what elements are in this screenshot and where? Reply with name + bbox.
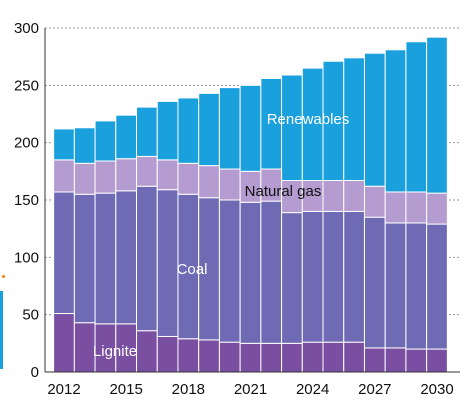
bar-lignite-2026 — [343, 341, 365, 373]
y-tick-label-0: 0 — [31, 364, 39, 381]
bar-renewables-2018 — [177, 97, 200, 164]
bar-lignite-2030 — [426, 348, 448, 373]
x-tick-label-2027: 2027 — [358, 381, 391, 398]
bar-natural-gas-2012 — [53, 159, 75, 193]
bar-renewables-2028 — [384, 49, 407, 193]
x-tick-label-2030: 2030 — [420, 381, 453, 398]
bar-coal-2027 — [363, 216, 386, 349]
bar-lignite-2016 — [136, 330, 158, 373]
bar-coal-2024 — [301, 210, 324, 343]
bar-natural-gas-2026 — [343, 180, 365, 212]
bar-coal-2014 — [94, 192, 117, 325]
bar-natural-gas-2028 — [384, 191, 407, 224]
bar-coal-2020 — [218, 199, 241, 343]
bar-coal-2013 — [73, 193, 96, 324]
bar-renewables-2015 — [115, 114, 138, 160]
x-tick-label-2012: 2012 — [47, 381, 80, 398]
bar-renewables-2017 — [156, 100, 179, 161]
bar-renewables-2012 — [53, 128, 75, 161]
bar-natural-gas-2019 — [198, 165, 220, 199]
y-tick-label-200: 200 — [14, 135, 39, 152]
series-label-renewables: Renewables — [267, 111, 350, 128]
bar-coal-2015 — [115, 190, 138, 325]
bar-natural-gas-2020 — [218, 168, 241, 201]
x-tick-label-2024: 2024 — [296, 381, 329, 398]
bars — [53, 36, 448, 373]
bar-lignite-2021 — [239, 342, 262, 373]
bar-coal-2029 — [405, 222, 428, 350]
x-tick-label-2018: 2018 — [172, 381, 205, 398]
bar-natural-gas-2025 — [322, 180, 345, 212]
bar-coal-2016 — [136, 185, 158, 332]
bar-coal-2017 — [156, 189, 179, 337]
axis-ticks: 0 50 100 150 200 250 300 2012 2015 2018 2021 2024 20… — [14, 20, 454, 398]
bar-lignite-2024 — [301, 341, 324, 373]
y-tick-label-150: 150 — [14, 192, 39, 209]
bar-coal-2021 — [239, 201, 262, 344]
bar-natural-gas-2015 — [115, 158, 138, 192]
series-label-lignite: Lignite — [93, 343, 137, 360]
bar-coal-2022 — [260, 200, 283, 344]
cropped-legend-marker — [2, 275, 5, 278]
bar-natural-gas-2013 — [73, 162, 96, 195]
bar-coal-2028 — [384, 222, 407, 349]
bar-lignite-2023 — [281, 342, 303, 373]
bar-lignite-2029 — [405, 348, 428, 373]
bar-renewables-2016 — [136, 106, 158, 157]
bar-lignite-2022 — [260, 342, 283, 373]
bar-coal-2026 — [343, 210, 365, 343]
bar-renewables-2021 — [239, 84, 262, 172]
bar-lignite-2012 — [53, 313, 75, 373]
y-tick-label-250: 250 — [14, 77, 39, 94]
bar-lignite-2028 — [384, 347, 407, 373]
bar-lignite-2019 — [198, 339, 220, 373]
bar-lignite-2025 — [322, 341, 345, 373]
bar-renewables-2020 — [218, 87, 241, 170]
bar-natural-gas-2018 — [177, 162, 200, 195]
bar-coal-2023 — [281, 212, 303, 344]
bar-lignite-2018 — [177, 338, 200, 373]
bar-natural-gas-2016 — [136, 155, 158, 187]
bar-natural-gas-2030 — [426, 192, 448, 225]
bar-renewables-2029 — [405, 41, 428, 193]
bar-coal-2030 — [426, 223, 448, 350]
x-tick-label-2015: 2015 — [109, 381, 142, 398]
x-tick-label-2021: 2021 — [234, 381, 267, 398]
bar-renewables-2027 — [363, 52, 386, 187]
bar-renewables-2014 — [94, 120, 117, 162]
bar-lignite-2027 — [363, 347, 386, 373]
bar-renewables-2030 — [426, 36, 448, 194]
series-labels: Renewables Natural gas Coal Lignite — [93, 111, 349, 360]
y-tick-label-100: 100 — [14, 249, 39, 266]
bar-renewables-2019 — [198, 92, 220, 167]
bar-natural-gas-2017 — [156, 159, 179, 191]
bar-lignite-2020 — [218, 341, 241, 373]
bar-coal-2012 — [53, 191, 75, 315]
bar-natural-gas-2029 — [405, 191, 428, 224]
bar-lignite-2017 — [156, 335, 179, 373]
bar-renewables-2013 — [73, 127, 96, 164]
series-label-coal: Coal — [177, 261, 208, 278]
bar-natural-gas-2027 — [363, 185, 386, 218]
bar-natural-gas-2014 — [94, 160, 117, 194]
bar-coal-2025 — [322, 210, 345, 343]
series-label-natural-gas: Natural gas — [245, 183, 322, 200]
y-tick-label-300: 300 — [14, 20, 39, 37]
cropped-legend-swatch — [0, 291, 3, 369]
y-tick-label-50: 50 — [22, 307, 39, 324]
